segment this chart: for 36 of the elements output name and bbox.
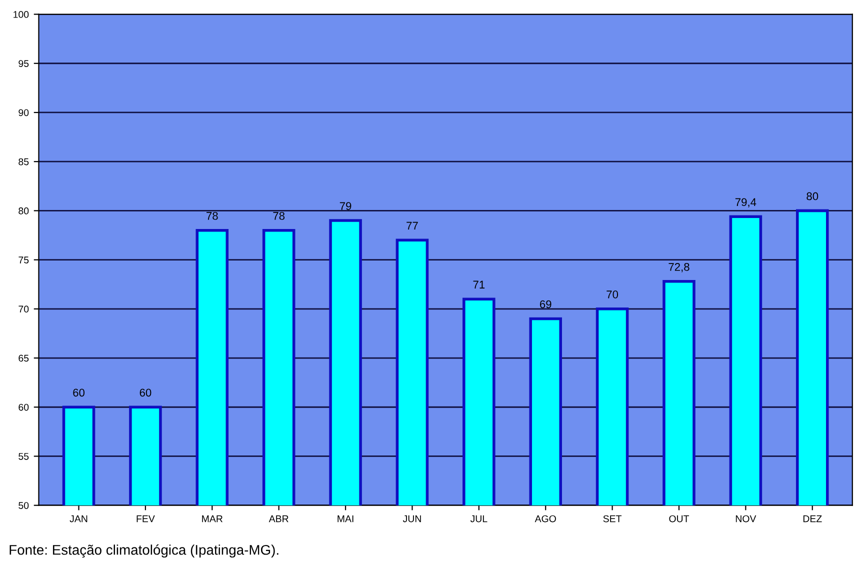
- x-tick-label: OUT: [669, 515, 690, 522]
- data-label: 60: [140, 388, 152, 397]
- x-tick-label: JUL: [470, 515, 488, 522]
- x-tick-label: JAN: [70, 515, 88, 522]
- data-label: 80: [806, 192, 818, 200]
- data-label: 69: [540, 300, 552, 308]
- y-tick-label: 50: [18, 502, 29, 509]
- y-tick-label: 65: [18, 354, 29, 362]
- y-tick-label: 55: [18, 453, 29, 460]
- y-tick-label: 70: [18, 306, 29, 313]
- data-label: 79: [340, 202, 352, 210]
- y-tick-label: 75: [18, 256, 29, 264]
- data-label: 71: [473, 280, 485, 288]
- x-tick-label: ABR: [268, 515, 288, 522]
- x-tick-label: MAI: [338, 515, 354, 522]
- x-tick-label: NOV: [736, 515, 756, 522]
- x-tick-label: SET: [603, 515, 622, 522]
- x-tick-label: FEV: [136, 515, 155, 522]
- y-tick-label: 85: [18, 158, 29, 166]
- data-label: 78: [206, 212, 218, 220]
- y-tick-label: 90: [18, 109, 29, 116]
- data-label: 72,8: [668, 263, 690, 272]
- data-label: 70: [606, 290, 618, 298]
- x-tick-label: DEZ: [803, 515, 822, 522]
- x-tick-label: AGO: [534, 515, 556, 522]
- y-tick-label: 80: [18, 207, 29, 214]
- data-label: 79,4: [735, 198, 756, 208]
- y-tick-label: 100: [14, 11, 29, 18]
- data-label: 60: [73, 388, 85, 397]
- x-tick-label: JUN: [402, 515, 421, 522]
- data-label: 77: [406, 222, 418, 230]
- y-tick-label: 95: [18, 60, 29, 67]
- x-tick-label: MAR: [202, 515, 222, 522]
- y-tick-label: 60: [18, 404, 29, 411]
- data-label: 78: [273, 212, 285, 220]
- source-note: Fonte: Estação climatológica (Ipatinga-MG).: [10, 544, 278, 558]
